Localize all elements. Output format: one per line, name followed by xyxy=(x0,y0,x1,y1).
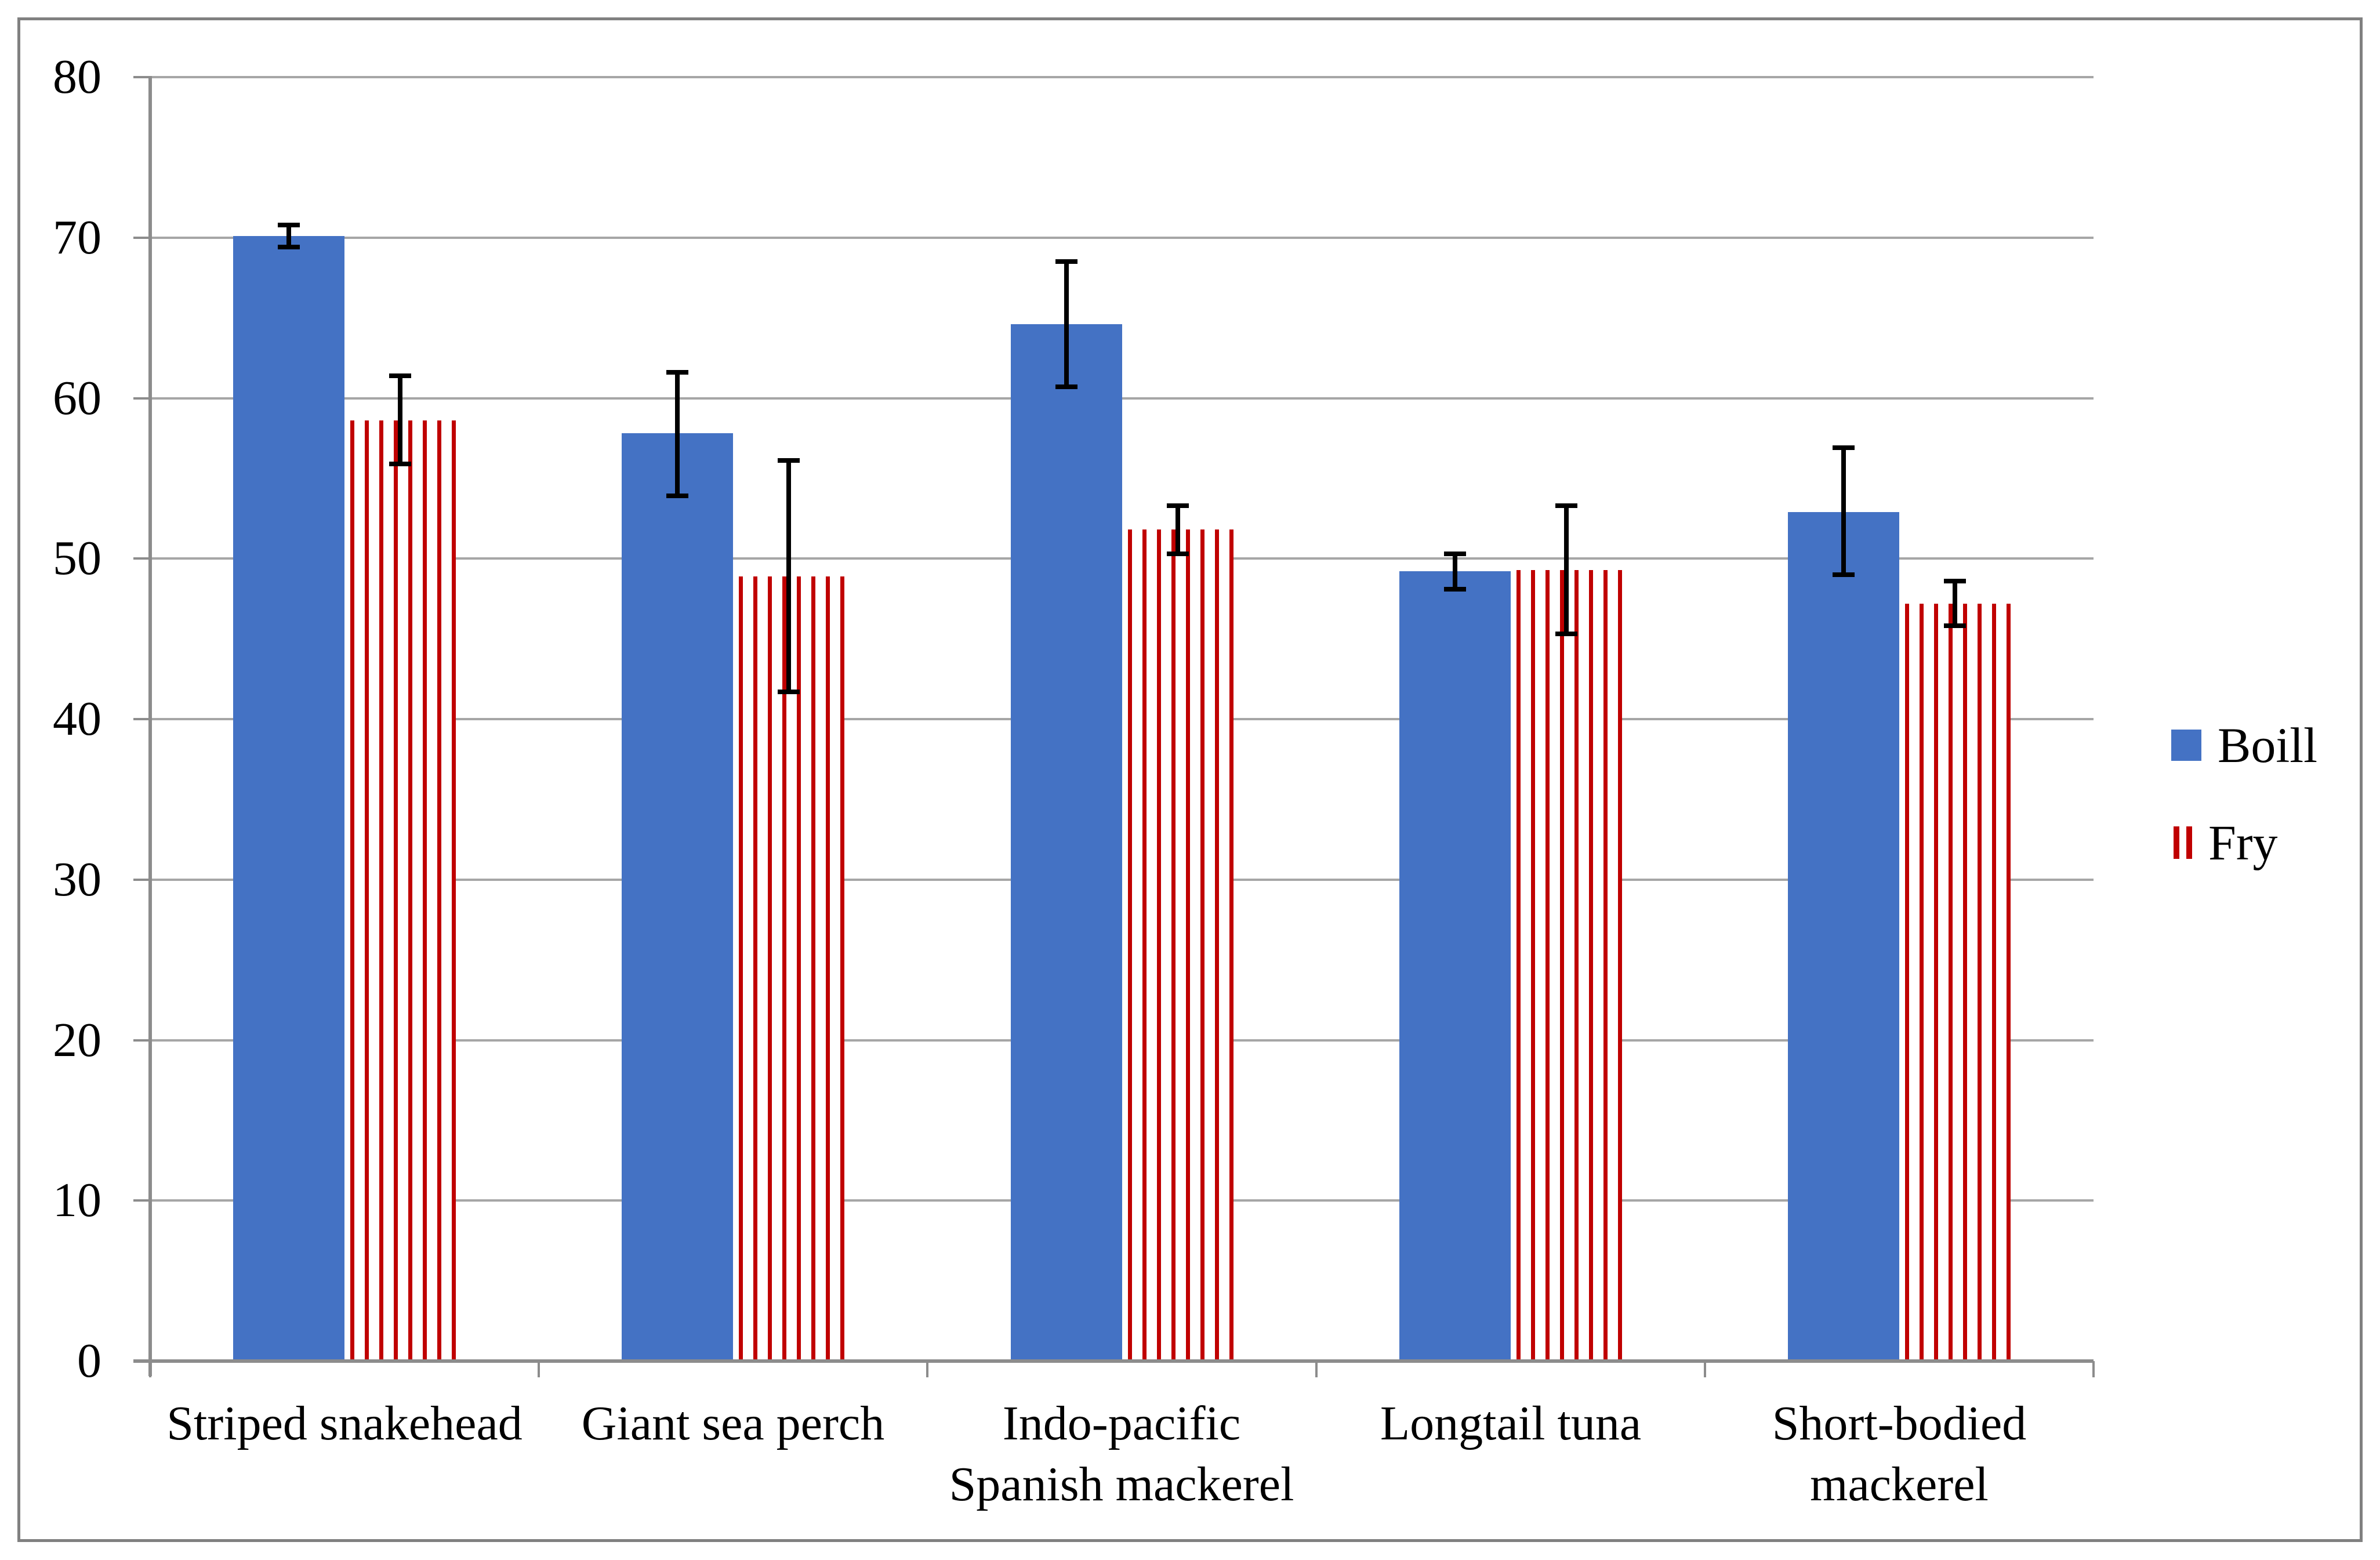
category-label-line: Spanish mackerel xyxy=(949,1457,1294,1511)
category-label-line: mackerel xyxy=(1810,1457,1989,1511)
error-bar-cap xyxy=(278,245,300,249)
legend-swatch-fry xyxy=(2174,826,2192,859)
category-label: Indo-pacific Spanish mackerel xyxy=(904,1393,1339,1515)
error-bar-cap xyxy=(1555,632,1577,636)
error-bar-cap xyxy=(389,373,411,378)
legend-label-boill: Boill xyxy=(2218,717,2318,773)
bar-fry-2 xyxy=(733,576,844,1361)
error-bar-line xyxy=(786,460,791,692)
y-tick-label: 50 xyxy=(53,531,101,585)
error-bar-line xyxy=(286,225,291,247)
y-axis-tick xyxy=(133,1199,150,1202)
x-axis-tick xyxy=(1315,1361,1318,1377)
y-tick-label: 10 xyxy=(53,1173,101,1227)
x-axis-line xyxy=(133,1359,2094,1363)
y-axis-tick xyxy=(133,1039,150,1042)
x-axis-tick xyxy=(538,1361,540,1377)
error-bar-line xyxy=(675,372,680,496)
category-label-line: Giant sea perch xyxy=(581,1396,885,1450)
category-label: Giant sea perch xyxy=(516,1393,950,1454)
error-bar-cap xyxy=(1944,623,1966,628)
y-tick-label: 0 xyxy=(77,1334,101,1388)
error-bar-cap xyxy=(1444,587,1466,592)
bar-boill-2 xyxy=(622,433,733,1361)
error-bar-line xyxy=(1841,448,1846,575)
x-axis-tick xyxy=(926,1361,928,1377)
bar-boill-3 xyxy=(1011,324,1122,1361)
y-tick-label: 80 xyxy=(53,50,101,104)
bar-fry-5 xyxy=(1899,604,2011,1361)
x-axis-tick xyxy=(149,1361,151,1377)
y-axis-tick xyxy=(133,397,150,400)
y-axis-tick xyxy=(133,76,150,78)
error-bar-cap xyxy=(1833,445,1855,450)
y-axis-line xyxy=(148,76,152,1376)
legend-item-boill: Boill xyxy=(2171,720,2317,770)
bar-boill-4 xyxy=(1399,571,1511,1361)
gridline xyxy=(150,76,2094,78)
y-axis-tick xyxy=(133,557,150,560)
error-bar-cap xyxy=(1055,384,1077,389)
error-bar-cap xyxy=(778,690,800,694)
error-bar-cap xyxy=(666,494,688,498)
bar-fry-3 xyxy=(1122,529,1233,1361)
error-bar-cap xyxy=(278,223,300,227)
gridline xyxy=(150,237,2094,239)
error-bar-line xyxy=(1453,554,1457,589)
error-bar-line xyxy=(398,376,402,464)
category-label: Short-bodied mackerel xyxy=(1682,1393,2117,1515)
error-bar-line xyxy=(1953,581,1957,626)
legend-swatch-boill xyxy=(2171,730,2201,761)
legend-item-fry: Fry xyxy=(2171,818,2277,868)
y-tick-label: 30 xyxy=(53,852,101,906)
error-bar-cap xyxy=(666,370,688,375)
error-bar-cap xyxy=(1833,572,1855,577)
y-axis-tick xyxy=(133,718,150,720)
x-axis-tick xyxy=(2092,1361,2095,1377)
error-bar-cap xyxy=(1444,552,1466,556)
figure-border xyxy=(17,17,2363,1542)
y-tick-label: 60 xyxy=(53,371,101,425)
bar-boill-1 xyxy=(233,236,344,1361)
x-axis-tick xyxy=(1704,1361,1706,1377)
category-label: Longtail tuna xyxy=(1293,1393,1728,1454)
error-bar-line xyxy=(1564,506,1569,634)
category-label-line: Longtail tuna xyxy=(1380,1396,1642,1450)
error-bar-cap xyxy=(778,458,800,463)
error-bar-line xyxy=(1064,262,1069,387)
y-tick-label: 70 xyxy=(53,211,101,264)
category-label: Striped snakehead xyxy=(127,1393,562,1454)
error-bar-cap xyxy=(1167,552,1189,556)
error-bar-cap xyxy=(1555,503,1577,508)
bar-fry-1 xyxy=(344,420,456,1361)
category-label-line: Short-bodied xyxy=(1772,1396,2027,1450)
y-tick-label: 40 xyxy=(53,692,101,746)
category-label-line: Striped snakehead xyxy=(166,1396,523,1450)
legend-label-fry: Fry xyxy=(2208,815,2278,870)
error-bar-cap xyxy=(389,462,411,466)
error-bar-line xyxy=(1176,506,1180,554)
category-label-line: Indo-pacific xyxy=(1002,1396,1241,1450)
bar-boill-5 xyxy=(1788,512,1899,1361)
y-tick-label: 20 xyxy=(53,1013,101,1067)
error-bar-cap xyxy=(1944,579,1966,583)
y-axis-tick xyxy=(133,237,150,239)
y-axis-tick xyxy=(133,879,150,881)
error-bar-cap xyxy=(1167,503,1189,508)
error-bar-cap xyxy=(1055,259,1077,264)
bar-fry-4 xyxy=(1511,570,1622,1361)
